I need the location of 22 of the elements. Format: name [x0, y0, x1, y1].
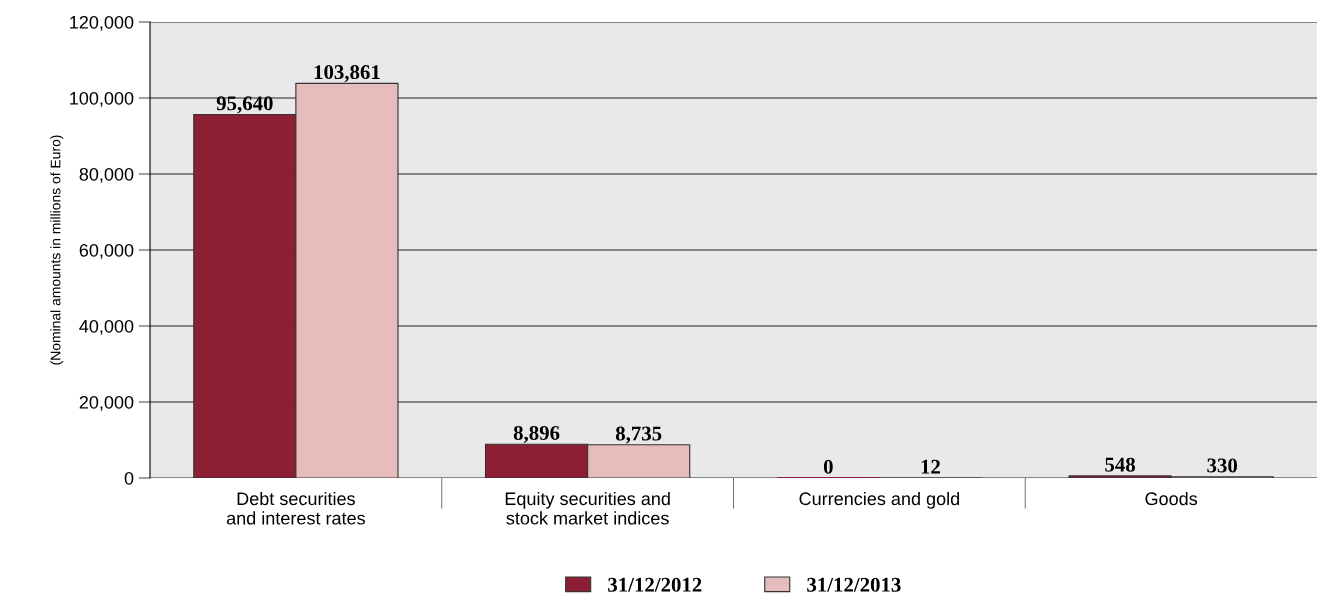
data-label: 12	[921, 459, 940, 474]
data-label: 95,640	[216, 96, 273, 114]
data-label: 548	[1105, 457, 1135, 472]
legend-label: 31/12/2012	[608, 577, 702, 592]
x-tick-label: Goods	[1145, 491, 1198, 506]
data-label: 8,735	[615, 426, 662, 444]
y-tick-label: 20,000	[79, 395, 134, 411]
y-tick-label: 80,000	[79, 167, 134, 183]
y-tick-label: 60,000	[79, 243, 134, 259]
y-axis-title: (Nominal amounts in millions of Euro)	[50, 135, 64, 365]
y-tick-label: 0	[124, 471, 134, 485]
data-label: 103,861	[314, 65, 380, 83]
data-label: 0	[823, 459, 833, 474]
y-tick-label: 120,000	[70, 15, 134, 31]
y-tick-label: 100,000	[70, 91, 134, 107]
x-tick-label: Equity securities and stock market indices	[505, 491, 670, 525]
data-label: 8,896	[513, 425, 560, 443]
x-tick-label: Debt securities and interest rates	[226, 491, 365, 525]
data-label: 330	[1207, 458, 1238, 473]
x-tick-label: Currencies and gold	[799, 491, 960, 509]
y-tick-label: 40,000	[79, 319, 134, 335]
legend-label: 31/12/2013	[807, 577, 901, 592]
